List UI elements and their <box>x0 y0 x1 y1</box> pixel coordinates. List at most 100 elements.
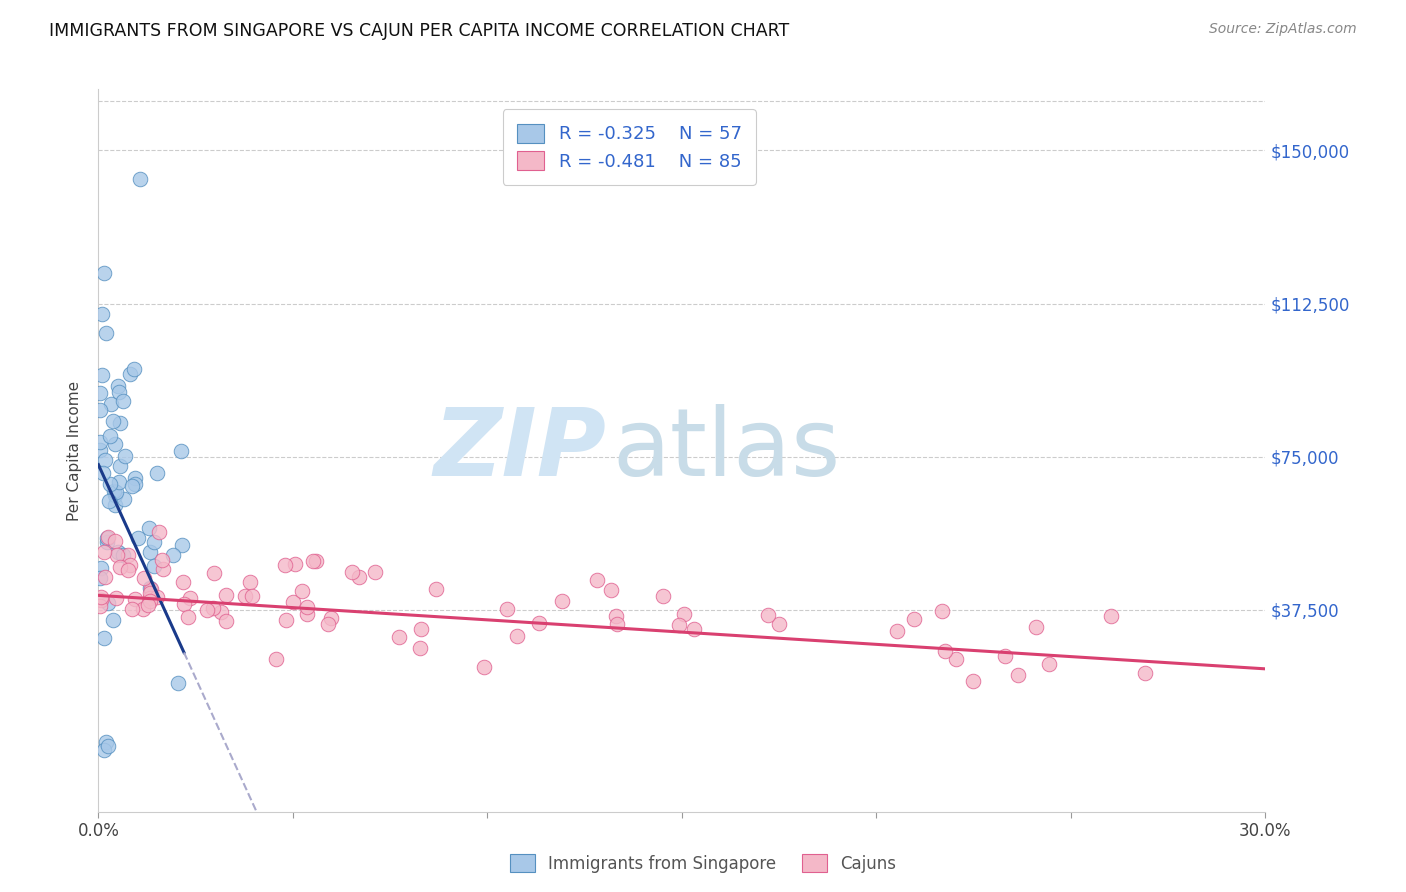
Point <box>388 630 411 644</box>
Point <box>89 599 111 613</box>
Point <box>93 266 115 280</box>
Point <box>138 521 160 535</box>
Point <box>316 617 339 632</box>
Point <box>127 531 149 545</box>
Point <box>93 631 115 645</box>
Point <box>124 471 146 485</box>
Point <box>179 591 201 605</box>
Point <box>202 601 225 615</box>
Point <box>114 449 136 463</box>
Point <box>150 552 173 566</box>
Point <box>93 544 115 558</box>
Point <box>363 565 385 579</box>
Point <box>117 563 139 577</box>
Text: Source: ZipAtlas.com: Source: ZipAtlas.com <box>1209 22 1357 37</box>
Point <box>886 624 908 639</box>
Point <box>409 641 432 656</box>
Point <box>295 607 318 622</box>
Point <box>124 592 146 607</box>
Point <box>103 483 125 498</box>
Point <box>105 484 128 499</box>
Point <box>139 581 162 595</box>
Point <box>239 574 262 589</box>
Point <box>683 622 706 636</box>
Point <box>120 367 142 381</box>
Point <box>281 594 304 608</box>
Point <box>652 589 675 603</box>
Point <box>101 414 124 428</box>
Point <box>90 561 112 575</box>
Point <box>108 416 131 430</box>
Point <box>96 534 118 549</box>
Point <box>550 594 572 608</box>
Point <box>98 428 121 442</box>
Point <box>90 593 112 607</box>
Point <box>295 600 318 615</box>
Point <box>1007 667 1029 681</box>
Point <box>321 611 343 625</box>
Point <box>121 602 143 616</box>
Point <box>97 494 120 508</box>
Point <box>472 659 495 673</box>
Point <box>605 609 627 624</box>
Y-axis label: Per Capita Income: Per Capita Income <box>67 380 83 521</box>
Point <box>495 602 517 616</box>
Text: IMMIGRANTS FROM SINGAPORE VS CAJUN PER CAPITA INCOME CORRELATION CHART: IMMIGRANTS FROM SINGAPORE VS CAJUN PER C… <box>49 22 789 40</box>
Point <box>215 587 238 601</box>
Point <box>945 652 967 666</box>
Point <box>107 545 129 559</box>
Point <box>240 589 263 603</box>
Point <box>235 589 257 603</box>
Point <box>264 652 287 666</box>
Point <box>104 436 127 450</box>
Point <box>931 604 953 618</box>
Point <box>756 607 779 622</box>
Point <box>104 591 127 605</box>
Point <box>93 453 115 467</box>
Point <box>111 394 134 409</box>
Point <box>128 172 150 186</box>
Point <box>527 615 550 630</box>
Point <box>202 566 225 580</box>
Point <box>170 443 193 458</box>
Point <box>89 443 111 458</box>
Point <box>284 558 307 572</box>
Point <box>425 582 447 596</box>
Point <box>586 573 609 587</box>
Point <box>97 739 120 754</box>
Text: ZIP: ZIP <box>433 404 606 497</box>
Point <box>143 559 166 574</box>
Point <box>139 593 162 607</box>
Point <box>94 570 117 584</box>
Text: atlas: atlas <box>612 404 841 497</box>
Point <box>167 676 190 690</box>
Point <box>112 548 135 562</box>
Point <box>96 735 118 749</box>
Point <box>349 570 371 584</box>
Point <box>152 562 174 576</box>
Point <box>903 612 925 626</box>
Point <box>146 590 169 604</box>
Point <box>100 396 122 410</box>
Point <box>672 607 695 622</box>
Point <box>139 586 162 600</box>
Point <box>148 525 170 540</box>
Point <box>104 498 127 512</box>
Point <box>962 673 984 688</box>
Point <box>89 385 111 400</box>
Point <box>97 595 120 609</box>
Point <box>97 530 120 544</box>
Point <box>120 558 142 572</box>
Point <box>162 548 184 562</box>
Point <box>139 582 162 596</box>
Point <box>1133 665 1156 680</box>
Point <box>1038 657 1060 671</box>
Point <box>291 583 314 598</box>
Point <box>274 613 297 627</box>
Point <box>173 597 195 611</box>
Point <box>93 466 115 480</box>
Point <box>274 558 297 572</box>
Point <box>209 605 232 619</box>
Point <box>409 622 432 636</box>
Point <box>107 475 129 490</box>
